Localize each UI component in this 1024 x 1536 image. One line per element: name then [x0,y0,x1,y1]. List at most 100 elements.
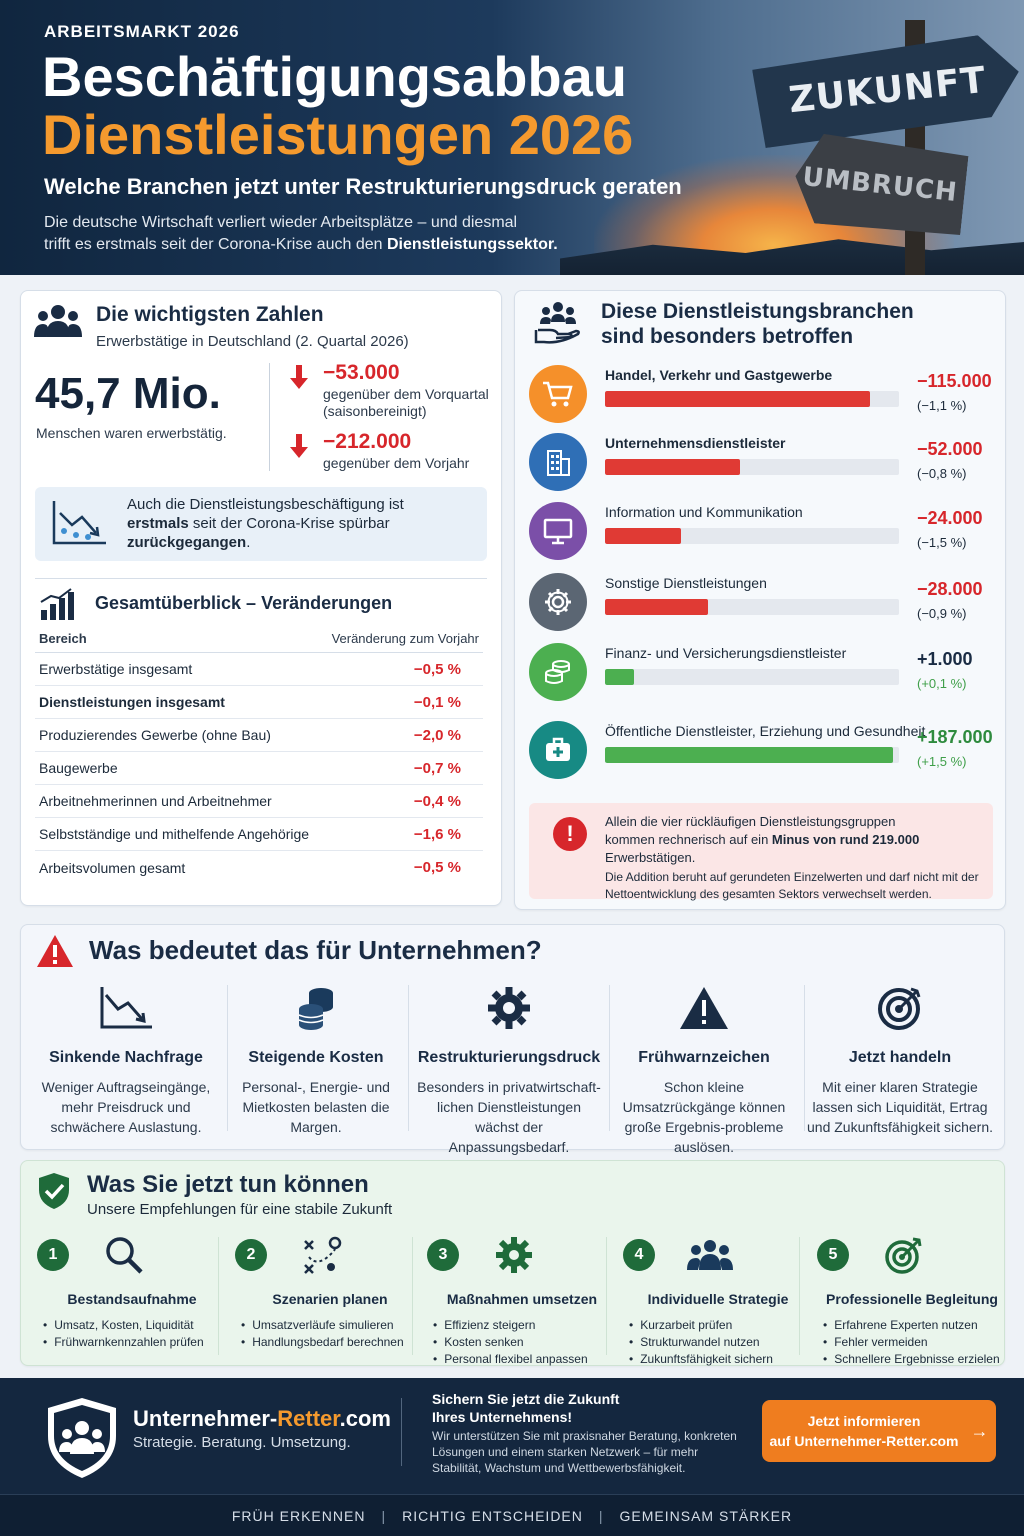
implication-heading: Restrukturierungsdruck [417,1049,601,1066]
alert-line2-bold: Minus von rund 219.000 [771,832,920,847]
step-number: 1 [37,1239,69,1271]
sector-label: Öffentliche Dienstleister, Erziehung und… [605,723,926,739]
note-text-part: . [246,534,251,551]
sector-value: +1.000 [917,649,973,669]
recommendations-panel: Was Sie jetzt tun können Unsere Empfehlu… [20,1160,1005,1366]
row-label: Selbstständige und mithelfende Angehörig… [39,826,310,842]
step-heading: Maßnahmen umsetzen [446,1291,598,1307]
delta-quarter-value: −53.000 [323,361,400,384]
sector-value: −24.000 [917,508,983,528]
row-label: Arbeitnehmerinnen und Arbeitnehmer [39,793,272,809]
sector-item: Finanz- und Versicherungsdienstleister +… [529,643,995,707]
cart-icon [529,365,587,423]
shield-logo-icon [48,1398,116,1478]
implication-text: Besonders in privatwirtschaft-lichen Die… [417,1079,601,1155]
implications-panel: Was bedeutet das für Unternehmen? Sinken… [20,924,1005,1155]
implication-item: Restrukturierungsdruck Besonders in priv… [414,983,604,1155]
row-value: −0,1 % [413,693,461,711]
figures-divider [269,363,270,471]
team-icon [687,1235,733,1275]
step-list-item: Handlungsbedarf berechnen [241,1334,403,1351]
brand-accent: Retter [277,1406,340,1431]
footer: Unternehmer-Retter.com Strategie. Beratu… [0,1378,1024,1536]
implication-text: Personal-, Energie- und Mietkosten belas… [242,1079,390,1135]
table-row: Selbstständige und mithelfende Angehörig… [35,818,483,851]
sector-label: Information und Kommunikation [605,504,803,520]
employed-total-value: 45,7 Mio. [35,369,221,418]
service-decline-note: Auch die Dienstleistungsbeschäftigung is… [35,487,487,561]
gear-icon [414,983,604,1033]
note-text-part: Auch die Dienstleistungsbeschäftigung is… [127,496,404,513]
coins-icon [529,643,587,701]
implication-item: Sinkende Nachfrage Weniger Auftragseingä… [31,983,221,1135]
step-list-item: Kurzarbeit prüfen [629,1317,773,1334]
column-divider [799,1237,800,1355]
hero-subtitle: Welche Branchen jetzt unter Restrukturie… [44,174,682,199]
sector-item: Sonstige Dienstleistungen −28.000 (−0,9 … [529,573,995,637]
implications-title: Was bedeutet das für Unternehmen? [89,935,542,965]
step-list: Umsatz, Kosten, Liquidität Frühwarnkennz… [43,1317,203,1351]
column-divider [609,985,610,1131]
column-divider [227,985,228,1131]
signpost-zukunft: ZUKUNFT [751,31,1024,148]
target-icon [881,1235,927,1275]
key-figures-subtitle: Erwerbstätige in Deutschland (2. Quartal… [96,333,409,350]
row-label: Baugewerbe [39,760,118,776]
row-value: −0,5 % [413,859,461,876]
note-text-bold: erstmals [127,515,189,532]
sector-item: Unternehmensdienstleister −52.000 (−0,8 … [529,433,995,497]
table-row: Baugewerbe −0,7 % [35,752,483,785]
intro-line1: Die deutsche Wirtschaft verliert wieder … [44,214,518,231]
implication-item: Jetzt handeln Mit einer klaren Strategie… [805,983,995,1135]
sum-alert-box: ! Allein die vier rückläufigen Dienstlei… [529,803,993,901]
step-list: Erfahrene Experten nutzen Fehler vermeid… [823,1317,1000,1368]
sector-pct: (−0,9 %) [917,606,967,621]
column-divider [408,985,409,1131]
row-value: −2,0 % [413,726,461,744]
step-list-item: Erfahrene Experten nutzen [823,1317,1000,1334]
people-group-icon [33,301,83,341]
row-value: −0,7 % [413,759,461,777]
column-divider [606,1237,607,1355]
step-list: Kurzarbeit prüfen Strukturwandel nutzen … [629,1317,773,1368]
sector-label: Finanz- und Versicherungsdienstleister [605,645,847,661]
implication-heading: Sinkende Nachfrage [49,1049,203,1066]
table-row: Produzierendes Gewerbe (ohne Bau) −2,0 % [35,719,483,752]
section-divider [35,578,487,579]
brand-name: Unternehmer-Retter.com [133,1406,391,1432]
key-figures-title: Die wichtigsten Zahlen [96,303,324,326]
footer-text: Wir unterstützen Sie mit praxisnaher Ber… [432,1429,737,1475]
table-row: Arbeitnehmerinnen und Arbeitnehmer −0,4 % [35,785,483,818]
delta-year-value: −212.000 [323,430,412,453]
footer-headline: Sichern Sie jetzt die Zukunft Ihres Unte… [432,1390,732,1426]
column-divider [218,1237,219,1355]
table-row: Dienstleistungen insgesamt −0,1 % [35,686,483,719]
intro-line2: trifft es erstmals seit der Corona-Krise… [44,236,387,253]
sector-pct: (+0,1 %) [917,676,967,691]
sector-bar [605,528,682,544]
footer-tagline-strip: FRÜH ERKENNEN | RICHTIG ENTSCHEIDEN | GE… [0,1494,1024,1536]
step-number: 4 [623,1239,655,1271]
alert-triangle-icon [609,983,799,1033]
overview-table: Bereich Veränderung zum Vorjahr Erwerbst… [35,631,483,884]
sector-value: −115.000 [917,371,992,391]
sector-pct: (+1,5 %) [917,754,967,769]
cta-button[interactable]: Jetzt informieren auf Unternehmer-Retter.… [762,1400,996,1462]
step-number: 3 [427,1239,459,1271]
service-decline-text: Auch die Dienstleistungsbeschäftigung is… [127,495,467,552]
monitor-icon [529,502,587,560]
sector-bar [605,747,894,763]
step-list-item: Schnellere Ergebnisse erzielen [823,1351,999,1368]
shield-check-icon [35,1171,73,1211]
step-list-item: Frühwarnkennzahlen prüfen [43,1334,203,1351]
row-value: −0,4 % [413,792,461,810]
step-list: Umsatzverläufe simulieren Handlungsbedar… [241,1317,403,1351]
sector-item: Information und Kommunikation −24.000 (−… [529,502,995,566]
affected-sectors-title: Diese Dienstleistungsbranchen sind beson… [601,299,961,349]
arrow-down-icon [290,434,308,458]
overview-table-header: Bereich Veränderung zum Vorjahr [35,631,483,653]
implication-text: Mit einer klaren Strategie lassen sich L… [807,1079,993,1135]
sector-label: Handel, Verkehr und Gastgewerbe [605,367,833,383]
row-value: −1,6 % [413,825,461,843]
implication-heading: Jetzt handeln [848,1049,952,1066]
